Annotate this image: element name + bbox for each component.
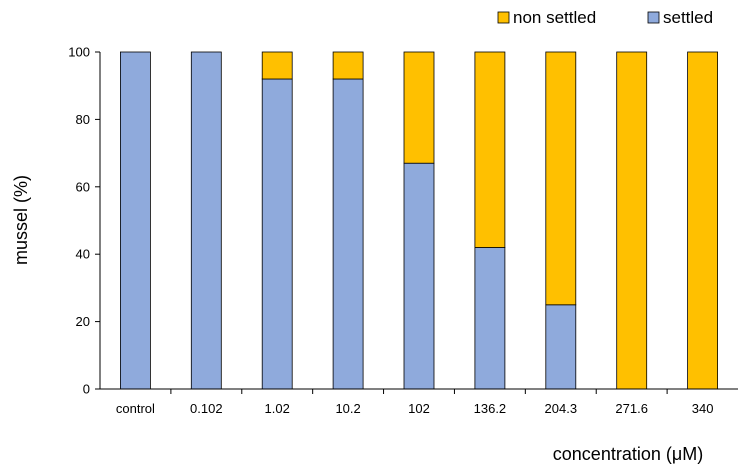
y-axis-title: mussel (%) bbox=[11, 175, 31, 265]
bar-non-settled-8 bbox=[687, 51, 718, 390]
y-tick-label: 60 bbox=[76, 179, 90, 194]
bar-non-settled-7 bbox=[616, 51, 648, 390]
y-tick-label: 40 bbox=[76, 247, 90, 262]
legend-swatch-non-settled bbox=[497, 11, 510, 24]
legend-swatch-settled bbox=[647, 11, 660, 24]
legend: non settled settled bbox=[497, 8, 713, 27]
x-tick-label: 10.2 bbox=[335, 401, 360, 416]
x-tick-label: 340 bbox=[692, 401, 714, 416]
y-tick-label: 20 bbox=[76, 314, 90, 329]
x-tick-label: 136.2 bbox=[474, 401, 507, 416]
bar-settled-0 bbox=[120, 51, 151, 390]
x-tick-label: 1.02 bbox=[265, 401, 290, 416]
bar-settled-2 bbox=[261, 78, 293, 390]
legend-label-non-settled: non settled bbox=[513, 8, 596, 27]
y-tick-label: 80 bbox=[76, 112, 90, 127]
bar-settled-4 bbox=[403, 162, 435, 390]
bar-settled-3 bbox=[332, 78, 364, 390]
bars bbox=[120, 51, 718, 390]
y-tick-label: 0 bbox=[83, 382, 90, 397]
bar-settled-6 bbox=[545, 304, 577, 390]
x-tick-label: 204.3 bbox=[545, 401, 578, 416]
x-tick-label: 271.6 bbox=[615, 401, 648, 416]
x-tick-label: control bbox=[116, 401, 155, 416]
x-axis-title: concentration (μM) bbox=[553, 444, 703, 464]
x-tick-label: 0.102 bbox=[190, 401, 223, 416]
bar-settled-5 bbox=[474, 247, 506, 390]
y-tick-label: 100 bbox=[68, 45, 90, 60]
bar-settled-1 bbox=[190, 51, 222, 390]
bar-non-settled-2 bbox=[261, 51, 293, 80]
legend-label-settled: settled bbox=[663, 8, 713, 27]
bar-non-settled-5 bbox=[474, 51, 506, 248]
bar-non-settled-4 bbox=[403, 51, 435, 164]
bar-non-settled-6 bbox=[545, 51, 577, 306]
x-tick-label: 102 bbox=[408, 401, 430, 416]
axes: control 0.102 1.02 10.2 102 136.2 204.3 271.6 34… bbox=[68, 45, 738, 416]
bar-non-settled-3 bbox=[332, 51, 364, 80]
